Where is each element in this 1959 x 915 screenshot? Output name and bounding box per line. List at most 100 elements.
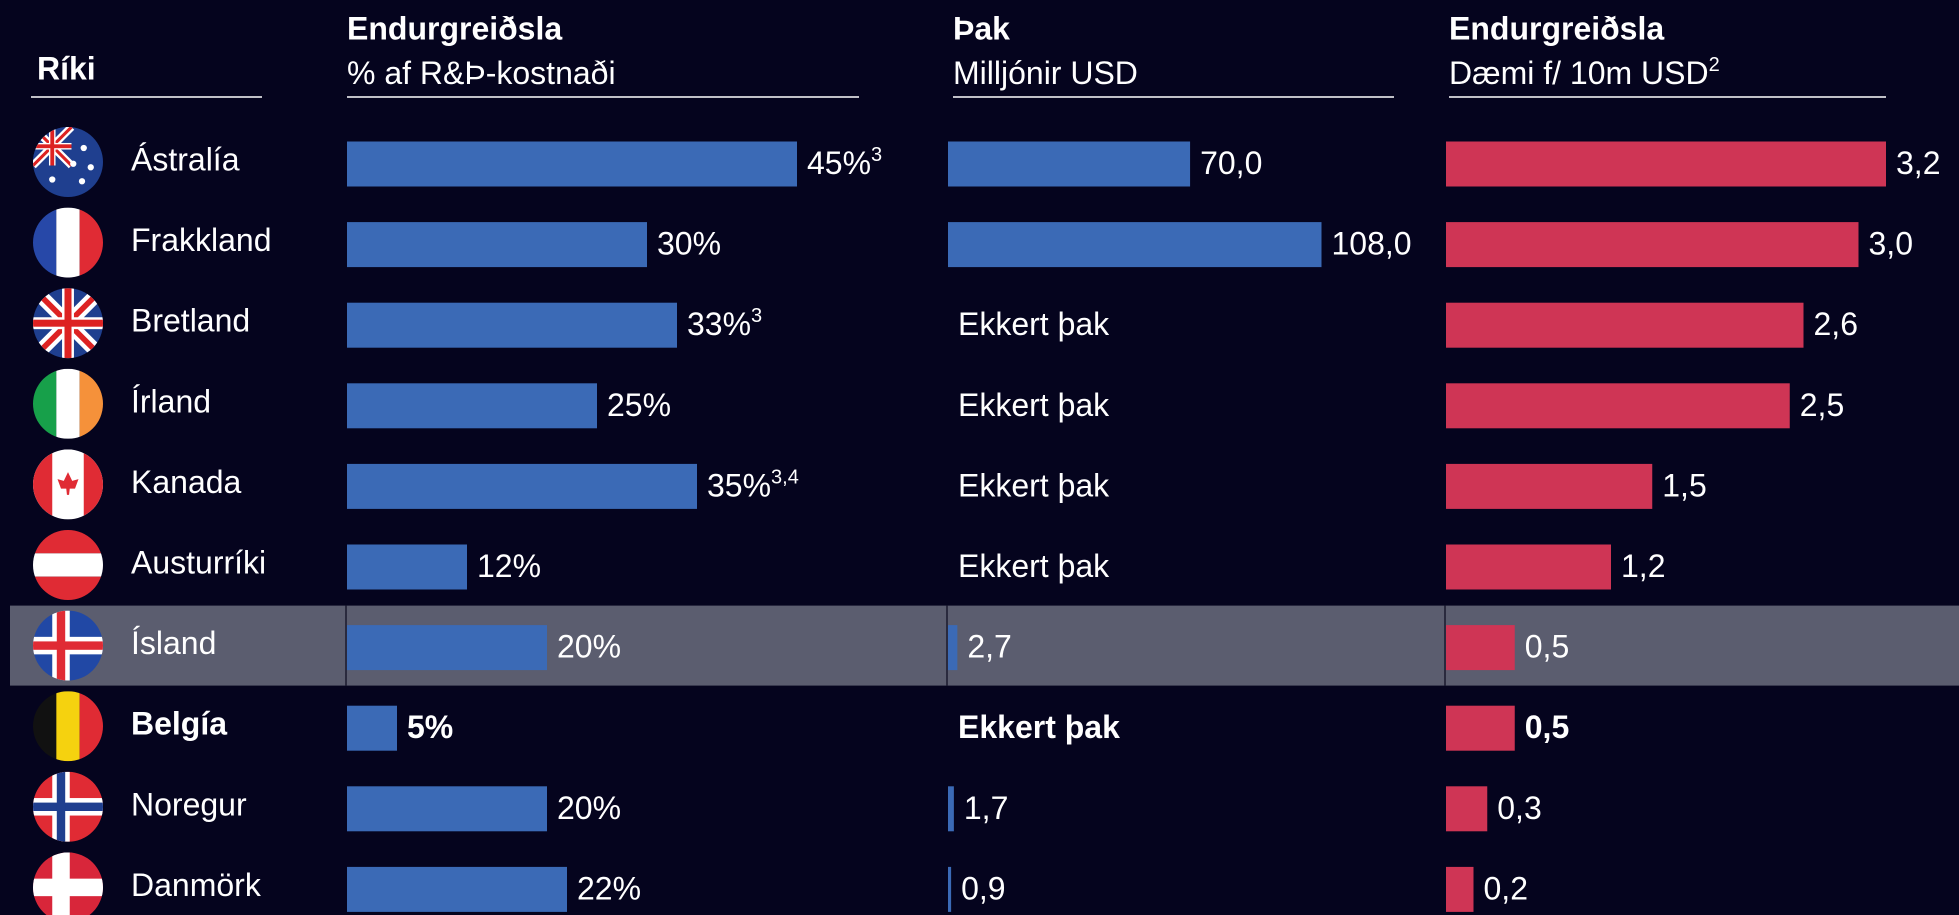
chart-subtitle: Dæmi f/ 10m USD2 [1449,54,1720,91]
flag-part [50,127,55,166]
value-label: 1,2 [1621,548,1665,584]
flag-part [70,160,77,167]
value-label: 0,5 [1525,710,1569,746]
flag [33,691,103,762]
bar [1446,544,1611,590]
value-label: 108,0 [1332,226,1412,262]
bar [1446,786,1488,832]
value-label: 2,6 [1814,307,1858,343]
country-label: Noregur [131,786,247,822]
bar [948,222,1322,268]
bar [347,544,467,590]
value-label: 0,9 [961,871,1005,907]
country-label: Ísland [131,625,216,661]
value-label-text: 12% [477,548,541,584]
country-label: Danmörk [131,867,262,903]
value-label: 30% [657,226,721,262]
subtitle-text: % af R&Þ-kostnaði [347,55,616,91]
country-label: Írland [131,383,211,419]
value-label: 1,7 [964,790,1008,826]
value-label: 20% [557,790,621,826]
country-label: Bretland [131,303,250,339]
value-label: 22% [577,871,641,907]
value-label-text: 0,3 [1497,790,1541,826]
country-label: Kanada [131,464,242,500]
value-label: 33%3 [687,305,762,342]
bar [347,866,567,912]
country-label: Frakkland [131,222,272,258]
country-label: Belgía [131,706,227,742]
bar [1446,222,1859,268]
flag-part [56,368,80,439]
bar [948,625,958,671]
value-label-text: 20% [557,629,621,665]
value-note: 3,4 [771,467,799,489]
chart-subtitle: % af R&Þ-kostnaði [347,55,616,91]
flag-part [33,553,103,577]
value-label-text: 1,5 [1662,468,1706,504]
flag-part [33,802,103,811]
value-label: Ekkert þak [958,387,1110,423]
flag [33,127,103,197]
value-label: 0,5 [1525,629,1569,665]
bar [948,786,954,832]
flag-part [80,144,87,152]
value-note: 3 [871,144,882,166]
value-label: 0,3 [1497,790,1541,826]
flag-part [64,288,72,359]
value-label: 2,5 [1800,387,1844,423]
value-label-text: 20% [557,790,621,826]
highlight-band [10,605,1959,686]
flag-part [33,530,103,554]
value-label: 70,0 [1200,145,1262,181]
value-label: 35%3,4 [707,467,799,504]
flag-part [79,207,103,278]
flag-part [33,449,53,520]
value-label-text: 5% [407,710,453,746]
bar [347,786,547,832]
flag-part [87,164,94,171]
value-label-text: 0,5 [1525,629,1569,665]
value-label-text: Ekkert þak [958,710,1120,746]
value-label-text: 25% [607,387,671,423]
bar [347,463,697,509]
bar [1446,625,1515,671]
flag-part [79,691,103,762]
value-label-text: Ekkert þak [958,307,1110,343]
flag-part [56,771,66,842]
value-label-text: 3,0 [1869,226,1913,262]
flag [33,530,103,600]
value-label: 2,7 [967,629,1011,665]
bar [347,625,547,671]
value-label-text: 2,6 [1814,307,1858,343]
value-label-text: 70,0 [1200,145,1262,181]
column-header: Ríki [37,50,96,86]
bar [1446,463,1653,509]
value-label-text: 35% [707,468,771,504]
value-label: 45%3 [807,144,882,181]
flag-part [33,576,103,600]
bar [1446,141,1886,187]
value-label-text: Ekkert þak [958,387,1110,423]
value-label: 0,2 [1484,871,1528,907]
bar [347,222,647,268]
value-label-text: 2,7 [967,629,1011,665]
subtitle-text: Dæmi f/ 10m USD [1449,55,1709,91]
value-label-text: 33% [687,307,751,343]
value-label: Ekkert þak [958,468,1110,504]
flag [33,449,103,520]
flag-part [56,207,80,278]
value-label: 25% [607,387,671,423]
chart-title: Endurgreiðsla [1449,10,1664,46]
flag [33,207,103,278]
country-label: Ástralía [131,141,240,177]
value-label-text: 2,5 [1800,387,1844,423]
flag-part [56,691,80,762]
value-label: 3,0 [1869,226,1913,262]
bar [1446,866,1474,912]
flag-part [56,610,66,681]
flag-part [78,178,86,185]
value-label-text: Ekkert þak [958,468,1110,504]
